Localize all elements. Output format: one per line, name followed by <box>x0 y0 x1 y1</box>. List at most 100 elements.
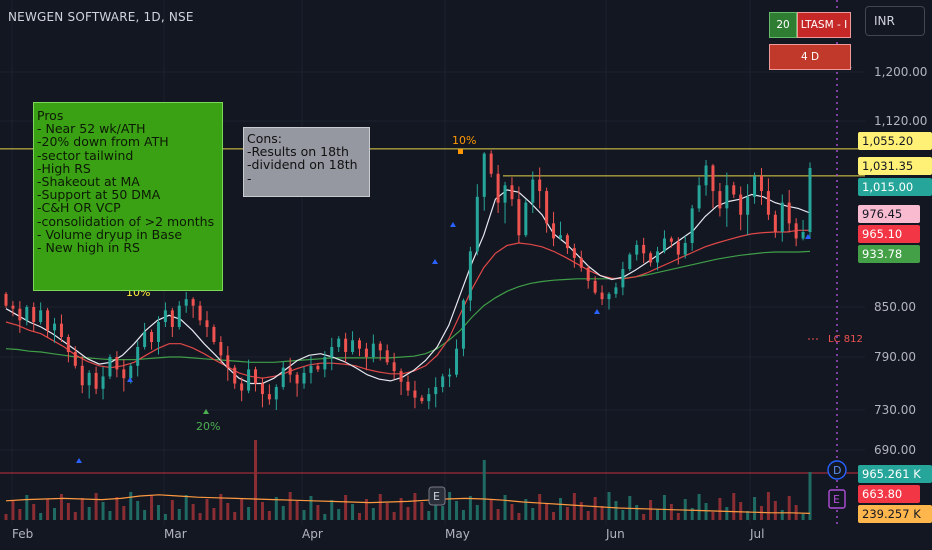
volume-bar <box>524 499 528 520</box>
candle-body <box>191 299 195 306</box>
candle-body <box>136 347 140 366</box>
volume-bar <box>108 511 112 520</box>
x-tick-label: Apr <box>302 527 323 541</box>
volume-bar <box>364 499 368 520</box>
volume-bar <box>732 493 736 520</box>
candle-body <box>794 223 798 239</box>
volume-bar <box>600 506 604 520</box>
candle-body <box>233 367 237 384</box>
candle-body <box>11 305 15 309</box>
volume-bar <box>482 460 486 520</box>
price-tag: 933.78 <box>858 245 920 263</box>
candle-body <box>274 387 278 400</box>
candle-body <box>66 337 70 352</box>
candle-body <box>295 374 299 384</box>
signal-triangle <box>432 259 438 264</box>
candle-body <box>572 248 576 258</box>
candle-body <box>420 397 424 402</box>
candlesticks <box>4 150 812 410</box>
volume-bar <box>545 503 549 520</box>
volume-bar <box>808 472 812 520</box>
volume-bar <box>773 501 777 520</box>
y-axis: 1,200.00 1,120.00 850.00 790.00 730.00 690.00 <box>874 65 927 457</box>
volume-bar <box>66 503 70 520</box>
volume-bar <box>607 492 611 520</box>
volume-bar <box>656 509 660 520</box>
cons-note[interactable]: Cons: -Results on 18th -dividend on 18th… <box>243 127 370 197</box>
price-tag: 965.261 K <box>858 465 932 483</box>
volume-bar <box>46 499 50 520</box>
volume-bar <box>669 504 673 520</box>
candle-body <box>25 307 29 321</box>
volume-bars <box>4 440 812 520</box>
volume-bar <box>247 507 251 520</box>
volume-bar <box>552 512 556 520</box>
currency-selector[interactable]: INR <box>865 6 925 36</box>
y-tick-label: 690.00 <box>874 443 916 457</box>
pros-note[interactable]: Pros - Near 52 wk/ATH -20% down from ATH… <box>33 102 223 291</box>
volume-bar <box>739 502 743 520</box>
volume-bar <box>191 504 195 520</box>
candle-body <box>143 332 147 347</box>
volume-bar <box>558 498 562 520</box>
earnings-label-right: E <box>833 493 840 506</box>
volume-bar <box>198 513 202 520</box>
volume-bar <box>621 510 625 520</box>
candle-body <box>448 374 452 377</box>
volume-bar <box>59 494 63 520</box>
candle-body <box>344 338 348 352</box>
candle-body <box>739 194 743 215</box>
candle-body <box>392 362 396 372</box>
volume-bar <box>378 494 382 520</box>
candle-body <box>198 305 202 321</box>
candle-body <box>732 185 736 195</box>
volume-bar <box>295 501 299 520</box>
candle-body <box>558 235 562 239</box>
candle-body <box>565 235 569 249</box>
candle-body <box>808 168 812 232</box>
candle-body <box>773 214 777 232</box>
candle-body <box>122 369 126 379</box>
volume-bar <box>260 502 264 520</box>
dividend-marker <box>827 460 847 480</box>
candle-body <box>219 342 223 356</box>
volume-bar <box>212 508 216 520</box>
candle-body <box>656 251 660 263</box>
candle-body <box>399 371 403 382</box>
signal-triangle <box>450 222 456 227</box>
candle-body <box>427 394 431 402</box>
candle-body <box>607 293 611 300</box>
candle-body <box>628 254 632 270</box>
badge-ltasm[interactable]: LTASM - I <box>797 12 851 38</box>
volume-bar <box>385 503 389 520</box>
volume-bar <box>323 514 327 520</box>
badge-4d[interactable]: 4 D <box>769 44 851 70</box>
volume-bar <box>11 500 15 520</box>
volume-bar <box>143 510 147 520</box>
volume-bar <box>39 513 43 520</box>
candle-body <box>552 223 556 239</box>
volume-bar <box>226 503 230 520</box>
badge-20[interactable]: 20 <box>769 12 797 38</box>
candle-body <box>683 242 687 255</box>
volume-bar <box>357 513 361 520</box>
volume-bar <box>766 492 770 520</box>
candle-body <box>170 310 174 327</box>
candle-body <box>87 372 91 386</box>
volume-bar <box>413 493 417 520</box>
candle-body <box>600 292 604 300</box>
y-tick-label: 1,120.00 <box>874 114 927 128</box>
candle-body <box>364 348 368 357</box>
candle-body <box>649 253 653 263</box>
x-axis: Feb Mar Apr May Jun Jul <box>12 527 764 541</box>
volume-bar <box>711 512 715 520</box>
volume-bar <box>254 440 258 520</box>
ma-fast-line <box>5 189 811 385</box>
candle-body <box>510 185 514 200</box>
candle-body <box>725 185 729 209</box>
volume-bar <box>448 492 452 520</box>
volume-bar <box>337 509 341 520</box>
candle-body <box>579 257 583 268</box>
volume-bar <box>475 505 479 520</box>
volume-bar <box>510 504 514 520</box>
